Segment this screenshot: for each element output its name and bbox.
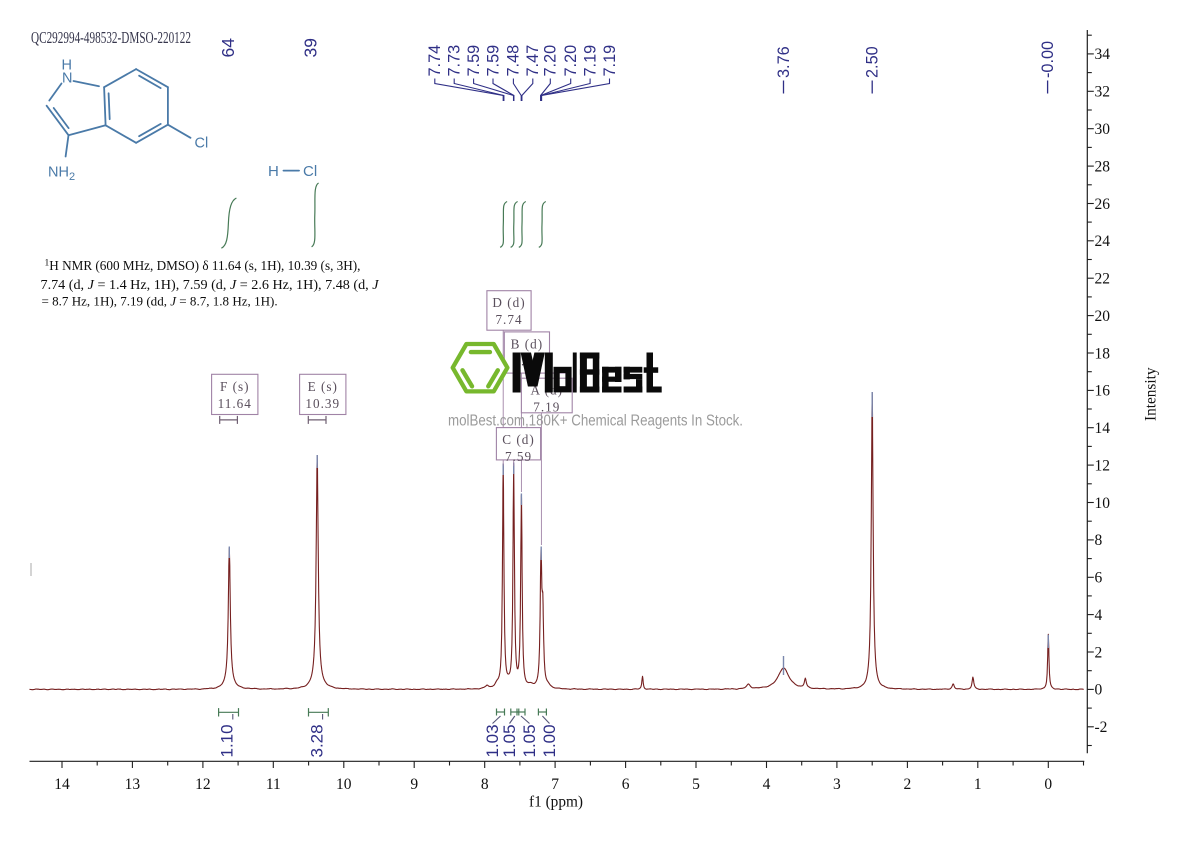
svg-text:D (d): D (d) <box>492 295 525 310</box>
svg-text:12: 12 <box>195 776 211 793</box>
svg-text:-0.00: -0.00 <box>1039 41 1057 78</box>
svg-text:NH2: NH2 <box>48 165 75 184</box>
svg-text:26: 26 <box>1095 196 1111 213</box>
svg-text:7.74: 7.74 <box>426 45 444 77</box>
svg-text:7.74 (d, J = 1.4 Hz, 1H), 7.59: 7.74 (d, J = 1.4 Hz, 1H), 7.59 (d, J = 2… <box>41 277 380 293</box>
svg-text:12: 12 <box>1095 457 1111 474</box>
svg-text:7.48: 7.48 <box>505 45 523 77</box>
svg-text:7.20: 7.20 <box>562 45 580 77</box>
svg-text:7.19: 7.19 <box>533 400 560 415</box>
svg-text:H: H <box>268 163 279 180</box>
svg-text:11: 11 <box>266 776 281 793</box>
svg-text:34: 34 <box>1095 46 1111 63</box>
svg-text:1.05: 1.05 <box>500 724 519 757</box>
svg-text:16: 16 <box>1095 383 1111 400</box>
svg-text:3.76: 3.76 <box>775 46 793 78</box>
svg-text:7.59: 7.59 <box>505 449 532 464</box>
svg-text:E (s): E (s) <box>308 379 338 394</box>
svg-text:C (d): C (d) <box>502 432 534 447</box>
svg-text:3: 3 <box>833 776 841 793</box>
svg-text:7.73: 7.73 <box>446 45 464 77</box>
svg-text:Intensity: Intensity <box>1143 367 1160 421</box>
svg-text:10.39: 10.39 <box>305 396 340 411</box>
svg-text:7: 7 <box>551 776 559 793</box>
svg-text:1: 1 <box>974 776 982 793</box>
svg-text:7.19: 7.19 <box>581 45 599 77</box>
svg-text:2.50: 2.50 <box>864 46 882 78</box>
svg-text:7.19: 7.19 <box>601 45 619 77</box>
svg-text:10: 10 <box>1095 495 1111 512</box>
svg-text:1.00: 1.00 <box>540 724 559 757</box>
svg-text:8: 8 <box>1095 532 1103 549</box>
svg-text:N: N <box>62 71 72 87</box>
svg-text:7.47: 7.47 <box>524 45 542 77</box>
svg-text:6: 6 <box>622 776 630 793</box>
svg-text:10: 10 <box>336 776 352 793</box>
svg-text:Cl: Cl <box>303 163 317 180</box>
svg-text:13: 13 <box>125 776 141 793</box>
svg-text:1.05: 1.05 <box>520 724 539 757</box>
svg-text:6: 6 <box>1095 570 1103 587</box>
svg-text:7.59: 7.59 <box>484 45 502 77</box>
svg-text:7.20: 7.20 <box>542 45 560 77</box>
svg-text:64: 64 <box>218 38 238 58</box>
svg-text:14: 14 <box>1095 420 1111 437</box>
svg-text:28: 28 <box>1095 158 1111 175</box>
svg-text:4: 4 <box>1095 607 1103 624</box>
svg-text:QC292994-498532-DMSO-220122: QC292994-498532-DMSO-220122 <box>31 28 191 47</box>
svg-text:2: 2 <box>1095 644 1103 661</box>
svg-text:18: 18 <box>1095 345 1111 362</box>
svg-text:1.10: 1.10 <box>217 724 236 757</box>
svg-text:B (d): B (d) <box>511 336 543 351</box>
svg-text:H: H <box>62 58 72 74</box>
svg-text:f1 (ppm): f1 (ppm) <box>529 794 583 811</box>
svg-text:14: 14 <box>54 776 70 793</box>
svg-text:molBest.com,180K+ Chemical Rea: molBest.com,180K+ Chemical Reagents In S… <box>448 413 743 430</box>
svg-text:30: 30 <box>1095 121 1111 138</box>
svg-text:Cl: Cl <box>195 136 209 152</box>
svg-text:32: 32 <box>1095 84 1111 101</box>
svg-text:20: 20 <box>1095 308 1111 325</box>
svg-text:0: 0 <box>1095 682 1103 699</box>
svg-text:1H NMR (600 MHz, DMSO) δ 11.64: 1H NMR (600 MHz, DMSO) δ 11.64 (s, 1H), … <box>45 258 361 273</box>
svg-text:7.59: 7.59 <box>465 45 483 77</box>
svg-text:-2: -2 <box>1095 719 1108 736</box>
svg-text:7.74: 7.74 <box>495 312 522 327</box>
svg-text:9: 9 <box>410 776 418 793</box>
svg-text:11.64: 11.64 <box>218 396 252 411</box>
svg-text:24: 24 <box>1095 233 1111 250</box>
svg-text:22: 22 <box>1095 271 1111 288</box>
svg-text:4: 4 <box>763 776 771 793</box>
svg-text:1.03: 1.03 <box>483 724 502 757</box>
svg-text:3.28: 3.28 <box>308 724 327 757</box>
svg-text:8: 8 <box>481 776 489 793</box>
svg-text:0: 0 <box>1044 776 1052 793</box>
svg-text:39: 39 <box>301 38 321 57</box>
svg-text:5: 5 <box>692 776 700 793</box>
svg-text:= 8.7 Hz, 1H), 7.19 (dd, J = 8: = 8.7 Hz, 1H), 7.19 (dd, J = 8.7, 1.8 Hz… <box>42 294 278 309</box>
svg-text:F (s): F (s) <box>220 379 250 394</box>
svg-text:2: 2 <box>904 776 912 793</box>
